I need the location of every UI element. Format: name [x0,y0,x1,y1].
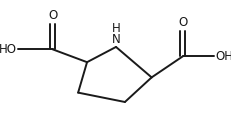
Text: O: O [177,16,187,29]
Text: H: H [111,22,120,35]
Text: N: N [111,33,120,46]
Text: HO: HO [0,43,17,56]
Text: OH: OH [214,50,231,63]
Text: O: O [48,9,57,22]
